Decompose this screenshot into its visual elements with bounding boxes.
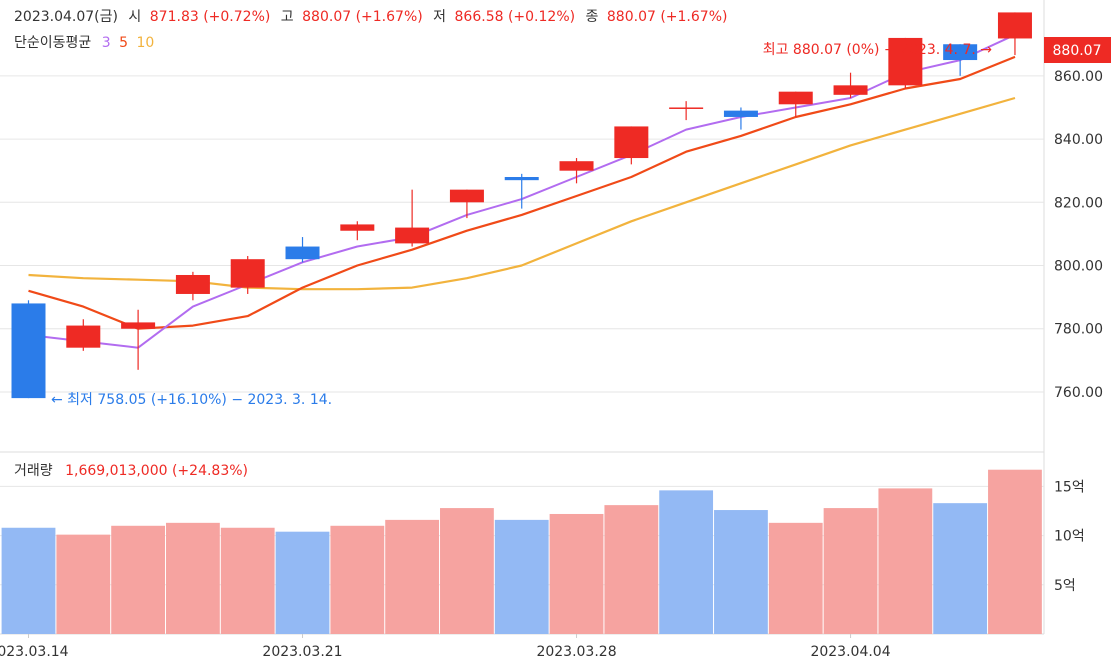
ma-legend[interactable]: 단순이동평균 3 5 10 [14,35,154,51]
moving-average-ma5 [28,55,1016,330]
volume-bar [494,519,549,634]
volume-bar [220,527,275,634]
candle-body [778,91,813,105]
max-price-annotation: 최고 880.07 (0%) − 2023. 4. 7. → [763,42,993,58]
volume-bar [659,490,714,634]
volume-tick-label: 15억 [1054,479,1085,495]
volume-bar [878,488,933,634]
high-label: 고 [281,9,294,25]
candle-body [230,259,265,288]
candle-body [943,44,978,61]
volume-tick-label: 5억 [1054,578,1076,594]
volume-tick-label: 10억 [1054,529,1085,545]
volume-bar [166,522,220,634]
candle-body [614,126,649,159]
ohlc-header: 2023.04.07(금) 시 871.83 (+0.72%) 고 880.07… [14,9,727,25]
ma-legend-label: 단순이동평균 [14,35,91,51]
candle-body [559,161,594,171]
x-axis: 2023.03.14 2023.03.21 2023.03.28 2023.04.04 [0,634,891,660]
volume-bars [1,469,1042,634]
candle-body [285,246,320,260]
ma-legend-period-5: 5 [119,35,128,51]
open-label: 시 [128,9,141,25]
last-price-tag: 880.07 [1053,43,1102,59]
price-tick-label: 840.00 [1054,132,1103,148]
candle-body [340,224,375,231]
price-tick-label: 820.00 [1054,195,1103,211]
price-tick-label: 780.00 [1054,322,1103,338]
candle-body [121,322,156,329]
volume-bar [440,508,494,634]
min-price-annotation: ← 최저 758.05 (+16.10%) − 2023. 3. 14. [51,392,332,408]
x-axis-tick-label: 2023.03.28 [536,644,616,660]
volume-bar [768,522,823,634]
volume-bar [604,505,659,634]
header-date: 2023.04.07(금) [14,9,118,25]
ma-legend-period-3: 3 [102,35,111,51]
volume-bar [714,510,768,634]
high-value: 880.07 (+1.67%) [302,9,423,25]
price-tick-label: 800.00 [1054,259,1103,275]
volume-bar [988,469,1042,634]
volume-bar [275,531,330,634]
candle-body [395,227,430,244]
volume-label: 거래량 [14,463,53,479]
candle-body [11,303,46,399]
volume-bar [549,513,604,634]
volume-bar [56,534,111,634]
candlesticks [11,12,1032,399]
volume-bar [1,527,56,634]
price-grid: 760.00 780.00 800.00 820.00 840.00 860.00 [0,69,1103,401]
low-label: 저 [433,9,446,25]
candle-body [449,189,484,203]
candle-body [833,85,868,95]
close-label: 종 [586,9,599,25]
last-price-tag-bg [1044,37,1111,63]
volume-bar [111,525,166,634]
volume-value: 1,669,013,000 (+24.83%) [65,463,248,479]
x-axis-tick-label: 2023.04.04 [810,644,890,660]
ma-legend-period-10: 10 [136,35,154,51]
x-axis-tick-label: 2023.03.21 [262,644,342,660]
candle-body [997,12,1032,39]
volume-bar [385,519,440,634]
candle-body [66,325,101,348]
low-value: 866.58 (+0.12%) [455,9,576,25]
candle-body [175,274,210,294]
candle-body [504,177,539,181]
volume-header: 거래량 1,669,013,000 (+24.83%) [14,463,248,479]
price-tick-label: 760.00 [1054,385,1103,401]
price-tick-label: 860.00 [1054,69,1103,85]
volume-bar [933,503,988,634]
candle-body [723,110,758,117]
x-axis-tick-label: 2023.03.14 [0,644,69,660]
open-value: 871.83 (+0.72%) [150,9,271,25]
close-value: 880.07 (+1.67%) [607,9,728,25]
candle-body [669,107,704,109]
volume-bar [330,525,385,634]
volume-bar [823,508,878,634]
candle-body [888,37,923,86]
